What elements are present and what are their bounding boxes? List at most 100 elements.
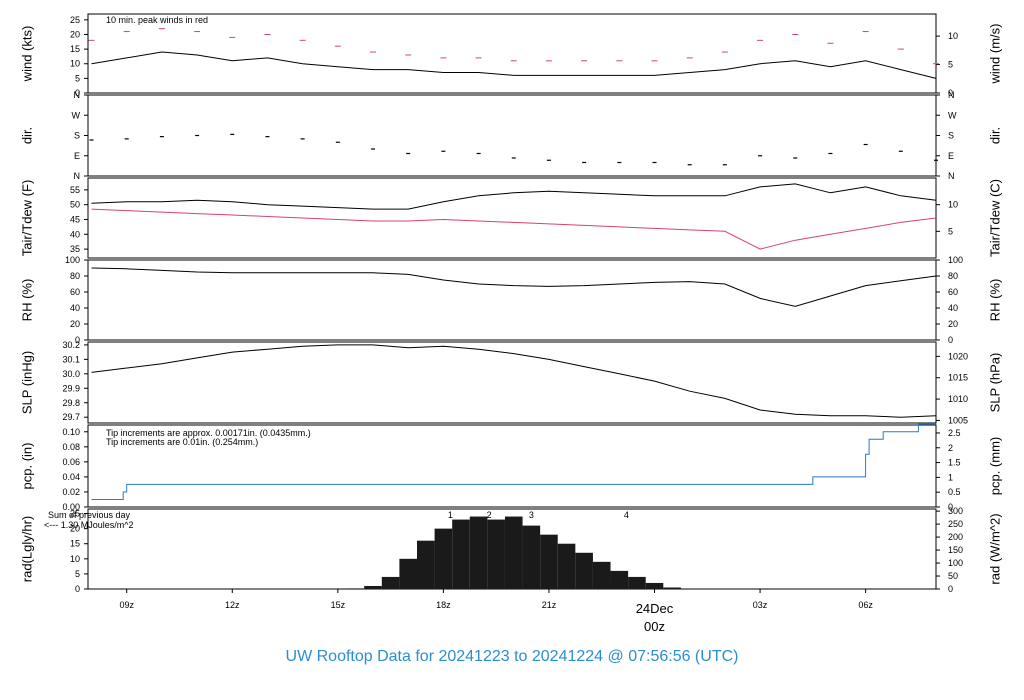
rad-radiation-bar: [610, 570, 629, 589]
dir-left-tick-label: E: [74, 151, 80, 161]
pcp-annotation-exact: Tip increments are 0.01in. (0.254mm.): [106, 437, 258, 447]
rad-right-tick-label: 150: [948, 545, 963, 555]
slp-series-line: [91, 344, 937, 418]
wind-right-tick-label: 0: [948, 88, 953, 98]
rad-radiation-bar: [434, 528, 453, 589]
time-axis-tick-label: 03z: [753, 600, 768, 610]
pcp-left-tick-label: 0.02: [62, 487, 80, 497]
rad-left-tick-label: 25: [70, 509, 80, 519]
rad-radiation-bar: [381, 576, 400, 589]
rh-left-tick-label: 20: [70, 319, 80, 329]
rh-right-tick-label: 80: [948, 271, 958, 281]
pcp-right-tick-label: 0: [948, 502, 953, 512]
dir-right-tick-label: E: [948, 151, 954, 161]
rad-radiation-bar: [663, 587, 681, 589]
temp-left-axis-label: Tair/Tdew (F): [19, 180, 34, 257]
pcp-left-tick-label: 0.06: [62, 457, 80, 467]
rh-right-tick-label: 40: [948, 303, 958, 313]
time-axis-tick-label: 18z: [436, 600, 451, 610]
rad-hour-marker: 3: [529, 510, 534, 520]
rad-radiation-bar: [487, 519, 505, 589]
slp-right-axis-label: SLP (hPa): [987, 353, 1002, 413]
pcp-left-axis-label: pcp. (in): [19, 443, 34, 490]
pcp-left-tick-label: 0.10: [62, 427, 80, 437]
pcp-right-tick-label: 2.5: [948, 428, 961, 438]
pcp-left-tick-label: 0.04: [62, 472, 80, 482]
wind-annotation: 10 min. peak winds in red: [106, 15, 208, 25]
wind-left-tick-label: 5: [75, 73, 80, 83]
pcp-annotation-approx: Tip increments are approx. 0.00171in. (0…: [106, 428, 311, 438]
rad-right-tick-label: 250: [948, 519, 963, 529]
temp-left-tick-label: 40: [70, 229, 80, 239]
time-axis-tick-label: 21z: [542, 600, 557, 610]
slp-left-axis-label: SLP (inHg): [19, 351, 34, 414]
rad-right-tick-label: 300: [948, 506, 963, 516]
rh-left-tick-label: 40: [70, 303, 80, 313]
wind-right-axis-label: wind (m/s): [987, 24, 1002, 85]
slp-right-tick-label: 1015: [948, 373, 968, 383]
temp-right-axis-label: Tair/Tdew (C): [987, 179, 1002, 257]
wind-series-line: [91, 51, 937, 79]
wind-right-tick-label: 5: [948, 60, 953, 70]
rh-right-tick-label: 20: [948, 319, 958, 329]
dir-right-tick-label: N: [948, 171, 955, 181]
temp-left-tick-label: 45: [70, 214, 80, 224]
rad-radiation-bar: [364, 585, 382, 589]
rad-radiation-bar: [628, 576, 646, 589]
pcp-right-tick-label: 1.5: [948, 458, 961, 468]
slp-left-tick-label: 30.1: [62, 354, 80, 364]
dir-left-tick-label: N: [74, 171, 81, 181]
time-axis-tick-label: 15z: [331, 600, 346, 610]
dir-left-tick-label: N: [74, 90, 81, 100]
wind-left-tick-label: 15: [70, 44, 80, 54]
rad-left-tick-label: 15: [70, 539, 80, 549]
rh-right-tick-label: 0: [948, 335, 953, 345]
rad-left-tick-label: 10: [70, 554, 80, 564]
wind-left-tick-label: 25: [70, 15, 80, 25]
rad-radiation-bar: [469, 516, 488, 589]
wind-left-tick-label: 10: [70, 59, 80, 69]
temp-right-tick-label: 10: [948, 200, 958, 210]
rh-right-axis-label: RH (%): [987, 279, 1002, 322]
pcp-series-line: [91, 423, 936, 500]
rad-right-tick-label: 200: [948, 532, 963, 542]
pcp-right-axis-label: pcp. (mm): [987, 437, 1002, 496]
pcp-right-tick-label: 0.5: [948, 487, 961, 497]
rad-radiation-bar: [557, 543, 576, 589]
rh-left-tick-label: 60: [70, 287, 80, 297]
dir-left-axis-label: dir.: [19, 127, 34, 144]
pcp-left-tick-label: 0.08: [62, 442, 80, 452]
rad-left-tick-label: 20: [70, 524, 80, 534]
rad-radiation-bar: [592, 561, 611, 589]
temp-left-tick-label: 35: [70, 244, 80, 254]
wind-left-tick-label: 20: [70, 29, 80, 39]
time-axis-tick-label: 12z: [225, 600, 240, 610]
pcp-right-tick-label: 2: [948, 443, 953, 453]
rad-annotation-value: <--- 1.30 MJoules/m^2: [44, 520, 134, 530]
rad-right-axis-label: rad (W/m^2): [987, 513, 1002, 584]
time-axis-tick-label: 06z: [858, 600, 873, 610]
rad-right-tick-label: 0: [948, 584, 953, 594]
rad-right-tick-label: 50: [948, 571, 958, 581]
rh-right-tick-label: 60: [948, 287, 958, 297]
rad-radiation-bar: [416, 540, 435, 589]
dir-left-tick-label: S: [74, 131, 80, 141]
chart-footer-title: UW Rooftop Data for 20241223 to 20241224…: [285, 648, 739, 665]
rad-radiation-bar: [575, 552, 593, 589]
slp-panel-frame: [87, 341, 937, 424]
dir-right-tick-label: N: [948, 90, 955, 100]
temp-left-tick-label: 50: [70, 200, 80, 210]
slp-left-tick-label: 30.2: [62, 340, 80, 350]
rad-left-axis-label: rad(Lgly/hr): [19, 516, 34, 582]
slp-left-tick-label: 29.9: [62, 383, 80, 393]
dir-right-tick-label: W: [948, 110, 957, 120]
rad-radiation-bar: [346, 588, 365, 589]
rh-series-line: [91, 267, 937, 307]
pcp-right-tick-label: 1: [948, 472, 953, 482]
slp-left-tick-label: 29.7: [62, 412, 80, 422]
rad-radiation-bar: [452, 519, 470, 589]
rh-left-tick-label: 0: [75, 335, 80, 345]
date-marker-date: 24Dec: [636, 601, 674, 616]
wind-panel-frame: [87, 13, 937, 94]
